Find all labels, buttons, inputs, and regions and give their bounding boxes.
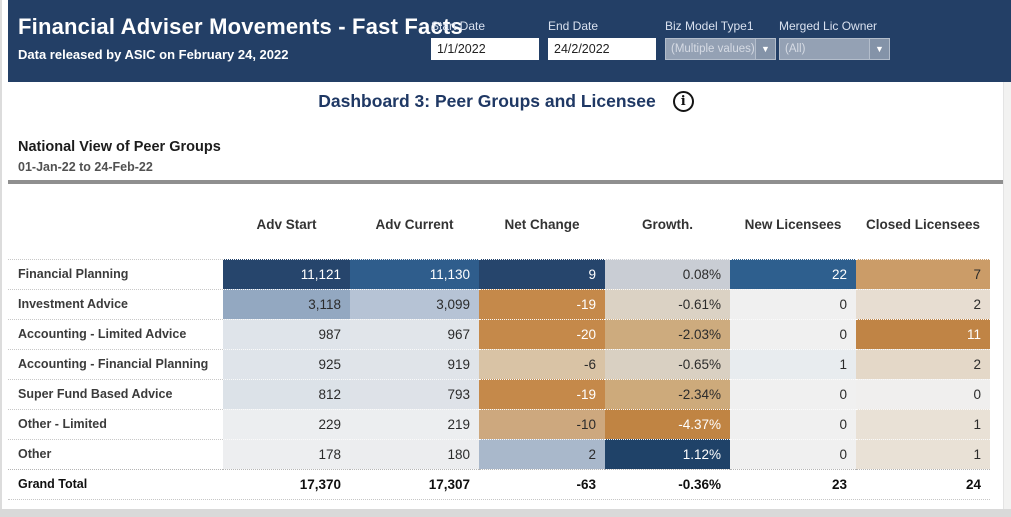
table-cell[interactable]: 11 bbox=[856, 319, 990, 349]
table-cell[interactable]: 24 bbox=[856, 469, 990, 499]
section-divider bbox=[8, 180, 1004, 184]
chevron-down-icon[interactable]: ▼ bbox=[755, 39, 775, 59]
section-date-range: 01-Jan-22 to 24-Feb-22 bbox=[18, 160, 153, 174]
biz-model-dropdown[interactable]: (Multiple values) ▼ bbox=[665, 38, 776, 60]
table-cell[interactable]: 3,099 bbox=[350, 289, 479, 319]
table-cell[interactable]: 11,130 bbox=[350, 259, 479, 289]
table-cell[interactable]: 0 bbox=[730, 289, 856, 319]
merged-lic-owner-dropdown[interactable]: (All) ▼ bbox=[779, 38, 890, 60]
row-label[interactable]: Other bbox=[8, 439, 223, 469]
page-left-edge bbox=[0, 0, 2, 517]
table-cell[interactable]: 17,370 bbox=[223, 469, 350, 499]
end-date-label: End Date bbox=[548, 19, 599, 33]
row-label[interactable]: Accounting - Limited Advice bbox=[8, 319, 223, 349]
merged-lic-owner-label: Merged Lic Owner bbox=[779, 19, 878, 33]
table-cell[interactable]: 1 bbox=[730, 349, 856, 379]
table-row: Accounting - Financial Planning 925 919 -6-… bbox=[8, 349, 990, 379]
row-label[interactable]: Grand Total bbox=[8, 469, 223, 499]
table-cell[interactable]: 0.08% bbox=[605, 259, 730, 289]
table-cell[interactable]: 178 bbox=[223, 439, 350, 469]
column-header: Adv Current bbox=[375, 217, 454, 232]
table-cell[interactable]: 967 bbox=[350, 319, 479, 349]
table-cell[interactable]: 812 bbox=[223, 379, 350, 409]
column-header: New Licensees bbox=[744, 217, 842, 232]
table-row: Investment Advice 3,118 3,099 -19 -0.61% 0 2 bbox=[8, 289, 990, 319]
table-cell[interactable]: -20 bbox=[479, 319, 605, 349]
table-header-row: Adv Start Adv Current Net Change Growth. New… bbox=[8, 212, 990, 238]
end-date-input[interactable] bbox=[548, 38, 656, 60]
table-row: Financial Planning 11,121 11,130 9 0.08% 22 7 bbox=[8, 259, 990, 289]
table-cell[interactable]: -2.03% bbox=[605, 319, 730, 349]
table-cell[interactable]: -0.61% bbox=[605, 289, 730, 319]
start-date-input[interactable] bbox=[431, 38, 539, 60]
table-cell[interactable]: 3,118 bbox=[223, 289, 350, 319]
column-header: Adv Start bbox=[256, 217, 317, 232]
table-cell[interactable]: 1 bbox=[856, 439, 990, 469]
table-cell[interactable]: 1.12% bbox=[605, 439, 730, 469]
table-cell[interactable]: -63 bbox=[479, 469, 605, 499]
column-header: Growth. bbox=[642, 217, 693, 232]
table-cell[interactable]: -19 bbox=[479, 289, 605, 319]
grand-total-row: Grand Total 17,370 17,307 -63 -0.36% 23 24 bbox=[8, 469, 990, 499]
table-cell[interactable]: 219 bbox=[350, 409, 479, 439]
table-cell[interactable]: -19 bbox=[479, 379, 605, 409]
column-header: Net Change bbox=[504, 217, 580, 232]
dashboard-heading-row: Dashboard 3: Peer Groups and Licensee i bbox=[8, 91, 1004, 112]
table-cell[interactable]: 22 bbox=[730, 259, 856, 289]
merged-lic-owner-value: (All) bbox=[785, 43, 806, 55]
table-cell[interactable]: -0.36% bbox=[605, 469, 730, 499]
table-cell[interactable]: 0 bbox=[730, 379, 856, 409]
chevron-down-icon[interactable]: ▼ bbox=[869, 39, 889, 59]
row-label[interactable]: Other - Limited bbox=[8, 409, 223, 439]
table-cell[interactable]: 9 bbox=[479, 259, 605, 289]
table-cell[interactable]: 17,307 bbox=[350, 469, 479, 499]
table-row: Other - Limited 229 219 -10 -4.37% 0 1 bbox=[8, 409, 990, 439]
bottom-scrollbar[interactable] bbox=[0, 509, 1011, 517]
page-subtitle: Data released by ASIC on February 24, 20… bbox=[18, 47, 289, 62]
table-cell[interactable]: 1 bbox=[856, 409, 990, 439]
table-cell[interactable]: 0 bbox=[730, 439, 856, 469]
table-cell[interactable]: 987 bbox=[223, 319, 350, 349]
dashboard-header: Financial Adviser Movements - Fast Facts… bbox=[8, 0, 1011, 82]
table-cell[interactable]: -4.37% bbox=[605, 409, 730, 439]
right-scroll-gutter[interactable] bbox=[1003, 82, 1011, 509]
row-label[interactable]: Financial Planning bbox=[8, 259, 223, 289]
table-cell[interactable]: 0 bbox=[730, 319, 856, 349]
table-cell[interactable]: -10 bbox=[479, 409, 605, 439]
peer-groups-table: Financial Planning 11,121 11,130 9 0.08% 22 7 I… bbox=[8, 259, 990, 500]
table-cell[interactable]: 2 bbox=[856, 289, 990, 319]
biz-model-label: Biz Model Type1 bbox=[665, 19, 754, 33]
table-row: Super Fund Based Advice 812 793 -19 -2.34% 0 0 bbox=[8, 379, 990, 409]
table-cell[interactable]: 2 bbox=[479, 439, 605, 469]
section-title: National View of Peer Groups bbox=[18, 139, 221, 155]
table-cell[interactable]: 0 bbox=[856, 379, 990, 409]
column-header: Closed Licensees bbox=[865, 217, 981, 232]
row-label[interactable]: Accounting - Financial Planning bbox=[8, 349, 223, 379]
table-cell[interactable]: 229 bbox=[223, 409, 350, 439]
table-cell[interactable]: 793 bbox=[350, 379, 479, 409]
info-icon[interactable]: i bbox=[672, 91, 694, 112]
dashboard-heading: Dashboard 3: Peer Groups and Licensee bbox=[318, 91, 656, 111]
table-cell[interactable]: -0.65% bbox=[605, 349, 730, 379]
table-header-spacer bbox=[8, 212, 223, 238]
table-cell[interactable]: -6 bbox=[479, 349, 605, 379]
start-date-label: Start Date bbox=[431, 19, 486, 33]
row-label[interactable]: Super Fund Based Advice bbox=[8, 379, 223, 409]
table-cell[interactable]: 23 bbox=[730, 469, 856, 499]
table-cell[interactable]: 7 bbox=[856, 259, 990, 289]
table-cell[interactable]: 0 bbox=[730, 409, 856, 439]
row-label[interactable]: Investment Advice bbox=[8, 289, 223, 319]
page-title: Financial Adviser Movements - Fast Facts bbox=[18, 14, 463, 39]
table-cell[interactable]: 925 bbox=[223, 349, 350, 379]
table-cell[interactable]: 11,121 bbox=[223, 259, 350, 289]
table-cell[interactable]: 180 bbox=[350, 439, 479, 469]
table-row: Other 178 180 2 1.12% 0 1 bbox=[8, 439, 990, 469]
table-cell[interactable]: -2.34% bbox=[605, 379, 730, 409]
table-cell[interactable]: 2 bbox=[856, 349, 990, 379]
table-cell[interactable]: 919 bbox=[350, 349, 479, 379]
biz-model-value: (Multiple values) bbox=[671, 43, 755, 55]
table-row: Accounting - Limited Advice 987 967 -20 -2.0… bbox=[8, 319, 990, 349]
